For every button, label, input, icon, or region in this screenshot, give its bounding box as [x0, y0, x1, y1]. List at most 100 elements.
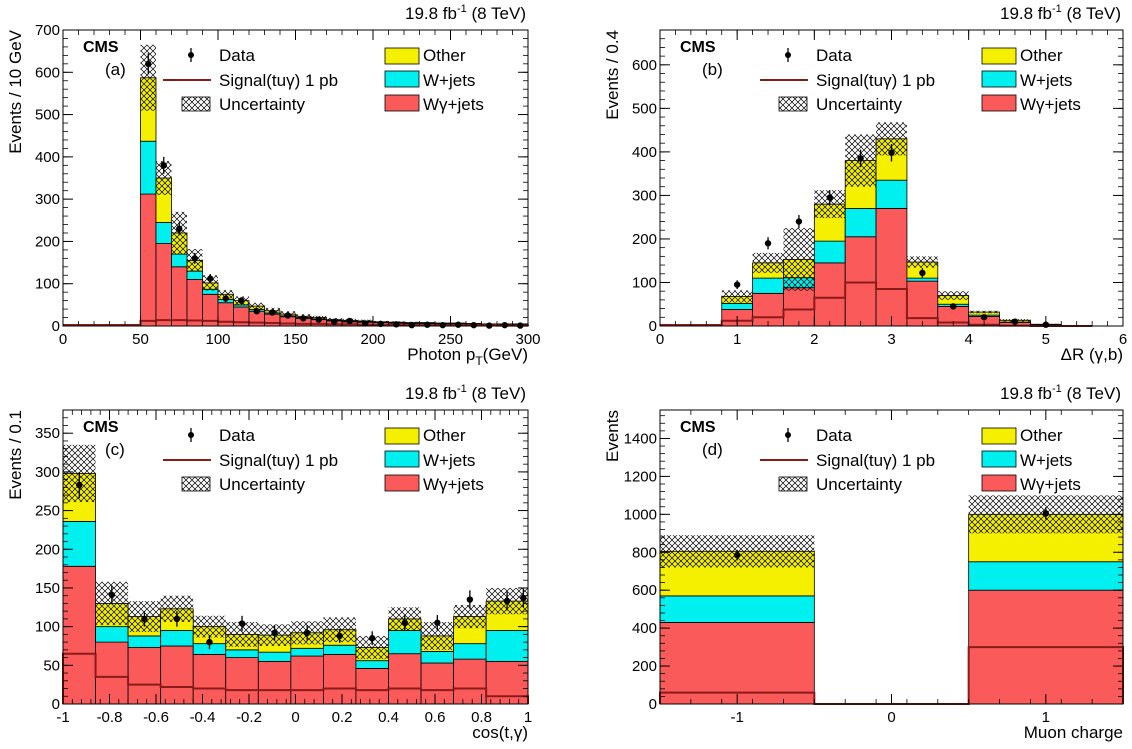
data-point: [222, 295, 229, 302]
x-tick-label: 250: [438, 331, 463, 348]
legend-other-swatch: [384, 427, 420, 445]
y-axis-title: Events: [603, 410, 622, 462]
panel-b: 0 100 200 300 400 500 600 0 1 2 3 4 5 6ΔR (γ,b) Events…: [603, 3, 1127, 364]
legend-wjets-swatch: [384, 450, 420, 468]
panel-label: (a): [105, 60, 126, 79]
bar-wjets: [171, 253, 188, 268]
y-tick-label: 300: [632, 187, 657, 204]
y-tick-label: 300: [35, 191, 60, 208]
bar-wgamma: [160, 645, 194, 705]
data-point: [520, 594, 527, 602]
uncertainty-band: [453, 604, 487, 629]
data-point: [269, 309, 276, 316]
x-tick-label: 2: [810, 331, 818, 348]
uncertainty-band: [156, 161, 172, 195]
x-axis-title: Muon charge: [1024, 723, 1123, 742]
cms-label: CMS: [680, 39, 716, 56]
data-point: [919, 269, 926, 277]
bar-wjets: [186, 270, 203, 280]
y-tick-label: 600: [632, 582, 657, 599]
bar-wgamma: [813, 262, 846, 327]
cms-label: CMS: [680, 419, 716, 436]
bar-wjets: [453, 643, 487, 660]
y-tick-label: 500: [35, 107, 60, 124]
data-point: [470, 321, 477, 329]
y-tick-label: 1400: [624, 430, 657, 447]
y-axis-title: Events / 0.1: [6, 410, 25, 500]
bar-wjets: [813, 240, 846, 264]
bar-wjets: [721, 302, 754, 310]
lumi-label: 19.8 fb-1 (8 TeV): [1000, 3, 1121, 23]
bar-wgamma: [783, 287, 815, 327]
data-point: [434, 619, 441, 626]
legend-uncertainty-label: Uncertainty: [219, 475, 305, 494]
bar-wgamma: [906, 280, 939, 327]
uncertainty-band: [140, 44, 156, 111]
data-point: [888, 149, 895, 156]
data-point: [271, 629, 278, 637]
x-tick-label: 50: [132, 331, 149, 348]
legend-uncertainty-label: Uncertainty: [219, 95, 305, 114]
y-axis-title: Events / 0.4: [603, 30, 622, 120]
x-tick-label: 0.8: [471, 709, 492, 726]
y-tick-label: 0: [52, 318, 60, 335]
bar-wjets: [388, 630, 422, 655]
data-point: [733, 551, 741, 559]
x-tick-label: 1: [733, 331, 741, 348]
y-tick-label: 150: [35, 580, 60, 597]
legend-uncertainty-label: Uncertainty: [816, 475, 902, 494]
data-point: [501, 321, 508, 329]
legend-data-label: Data: [219, 46, 255, 65]
data-point: [141, 615, 148, 623]
legend-wjets-swatch: [981, 70, 1017, 88]
y-tick-label: 350: [35, 425, 60, 442]
legend-wgamma-swatch: [981, 474, 1017, 492]
legend-wjets-swatch: [384, 70, 420, 88]
x-tick-label: 150: [283, 331, 308, 348]
data-point: [466, 596, 474, 603]
y-tick-label: 0: [649, 696, 657, 713]
y-tick-label: 200: [35, 233, 60, 250]
y-tick-label: 800: [632, 544, 657, 561]
data-point: [950, 303, 957, 310]
data-point: [369, 635, 376, 642]
bar-wjets: [355, 660, 389, 669]
bar-wjets: [225, 649, 259, 658]
legend-data-label: Data: [816, 426, 852, 445]
bar-wgamma: [171, 266, 188, 327]
x-tick-label: 0: [291, 709, 299, 726]
legend-data-marker: [188, 52, 194, 58]
bar-wjets: [257, 651, 292, 662]
signal-line: [62, 652, 529, 704]
lumi-label: 19.8 fb-1 (8 TeV): [1000, 383, 1121, 403]
legend: Data Signal(tuγ) 1 pb Uncertainty Other W+je…: [163, 426, 484, 494]
legend: Data Signal(tuγ) 1 pb Uncertainty Other W+je…: [760, 426, 1081, 494]
x-tick-label: 6: [1119, 331, 1127, 348]
panel-label: (c): [105, 440, 125, 459]
data-point: [315, 316, 322, 323]
bar-wgamma: [388, 653, 422, 705]
x-tick-label: 0: [59, 331, 67, 348]
data-point: [401, 619, 408, 626]
y-tick-label: 1200: [624, 468, 657, 485]
bar-wjets: [160, 630, 194, 647]
legend-data-marker: [188, 432, 194, 438]
bar-wgamma: [140, 193, 157, 327]
data-point: [173, 615, 181, 623]
x-tick-label: 1: [1042, 709, 1050, 726]
uncertainty-band: [355, 635, 389, 660]
legend-other-label: Other: [1020, 426, 1063, 445]
bar-wjets: [659, 595, 815, 623]
bar-wgamma: [264, 313, 281, 327]
data-point: [1042, 510, 1050, 517]
uncertainty-band: [193, 615, 226, 638]
legend-wgamma-label: Wγ+jets: [423, 475, 484, 494]
legend-uncertainty-label: Uncertainty: [816, 95, 902, 114]
panel-label: (d): [702, 440, 723, 459]
x-tick-label: -0.4: [190, 709, 216, 726]
uncertainty-band: [937, 291, 969, 300]
data-point: [439, 321, 446, 329]
data-point: [160, 162, 167, 169]
data-point: [362, 320, 369, 327]
legend-uncertainty-swatch: [778, 96, 808, 112]
